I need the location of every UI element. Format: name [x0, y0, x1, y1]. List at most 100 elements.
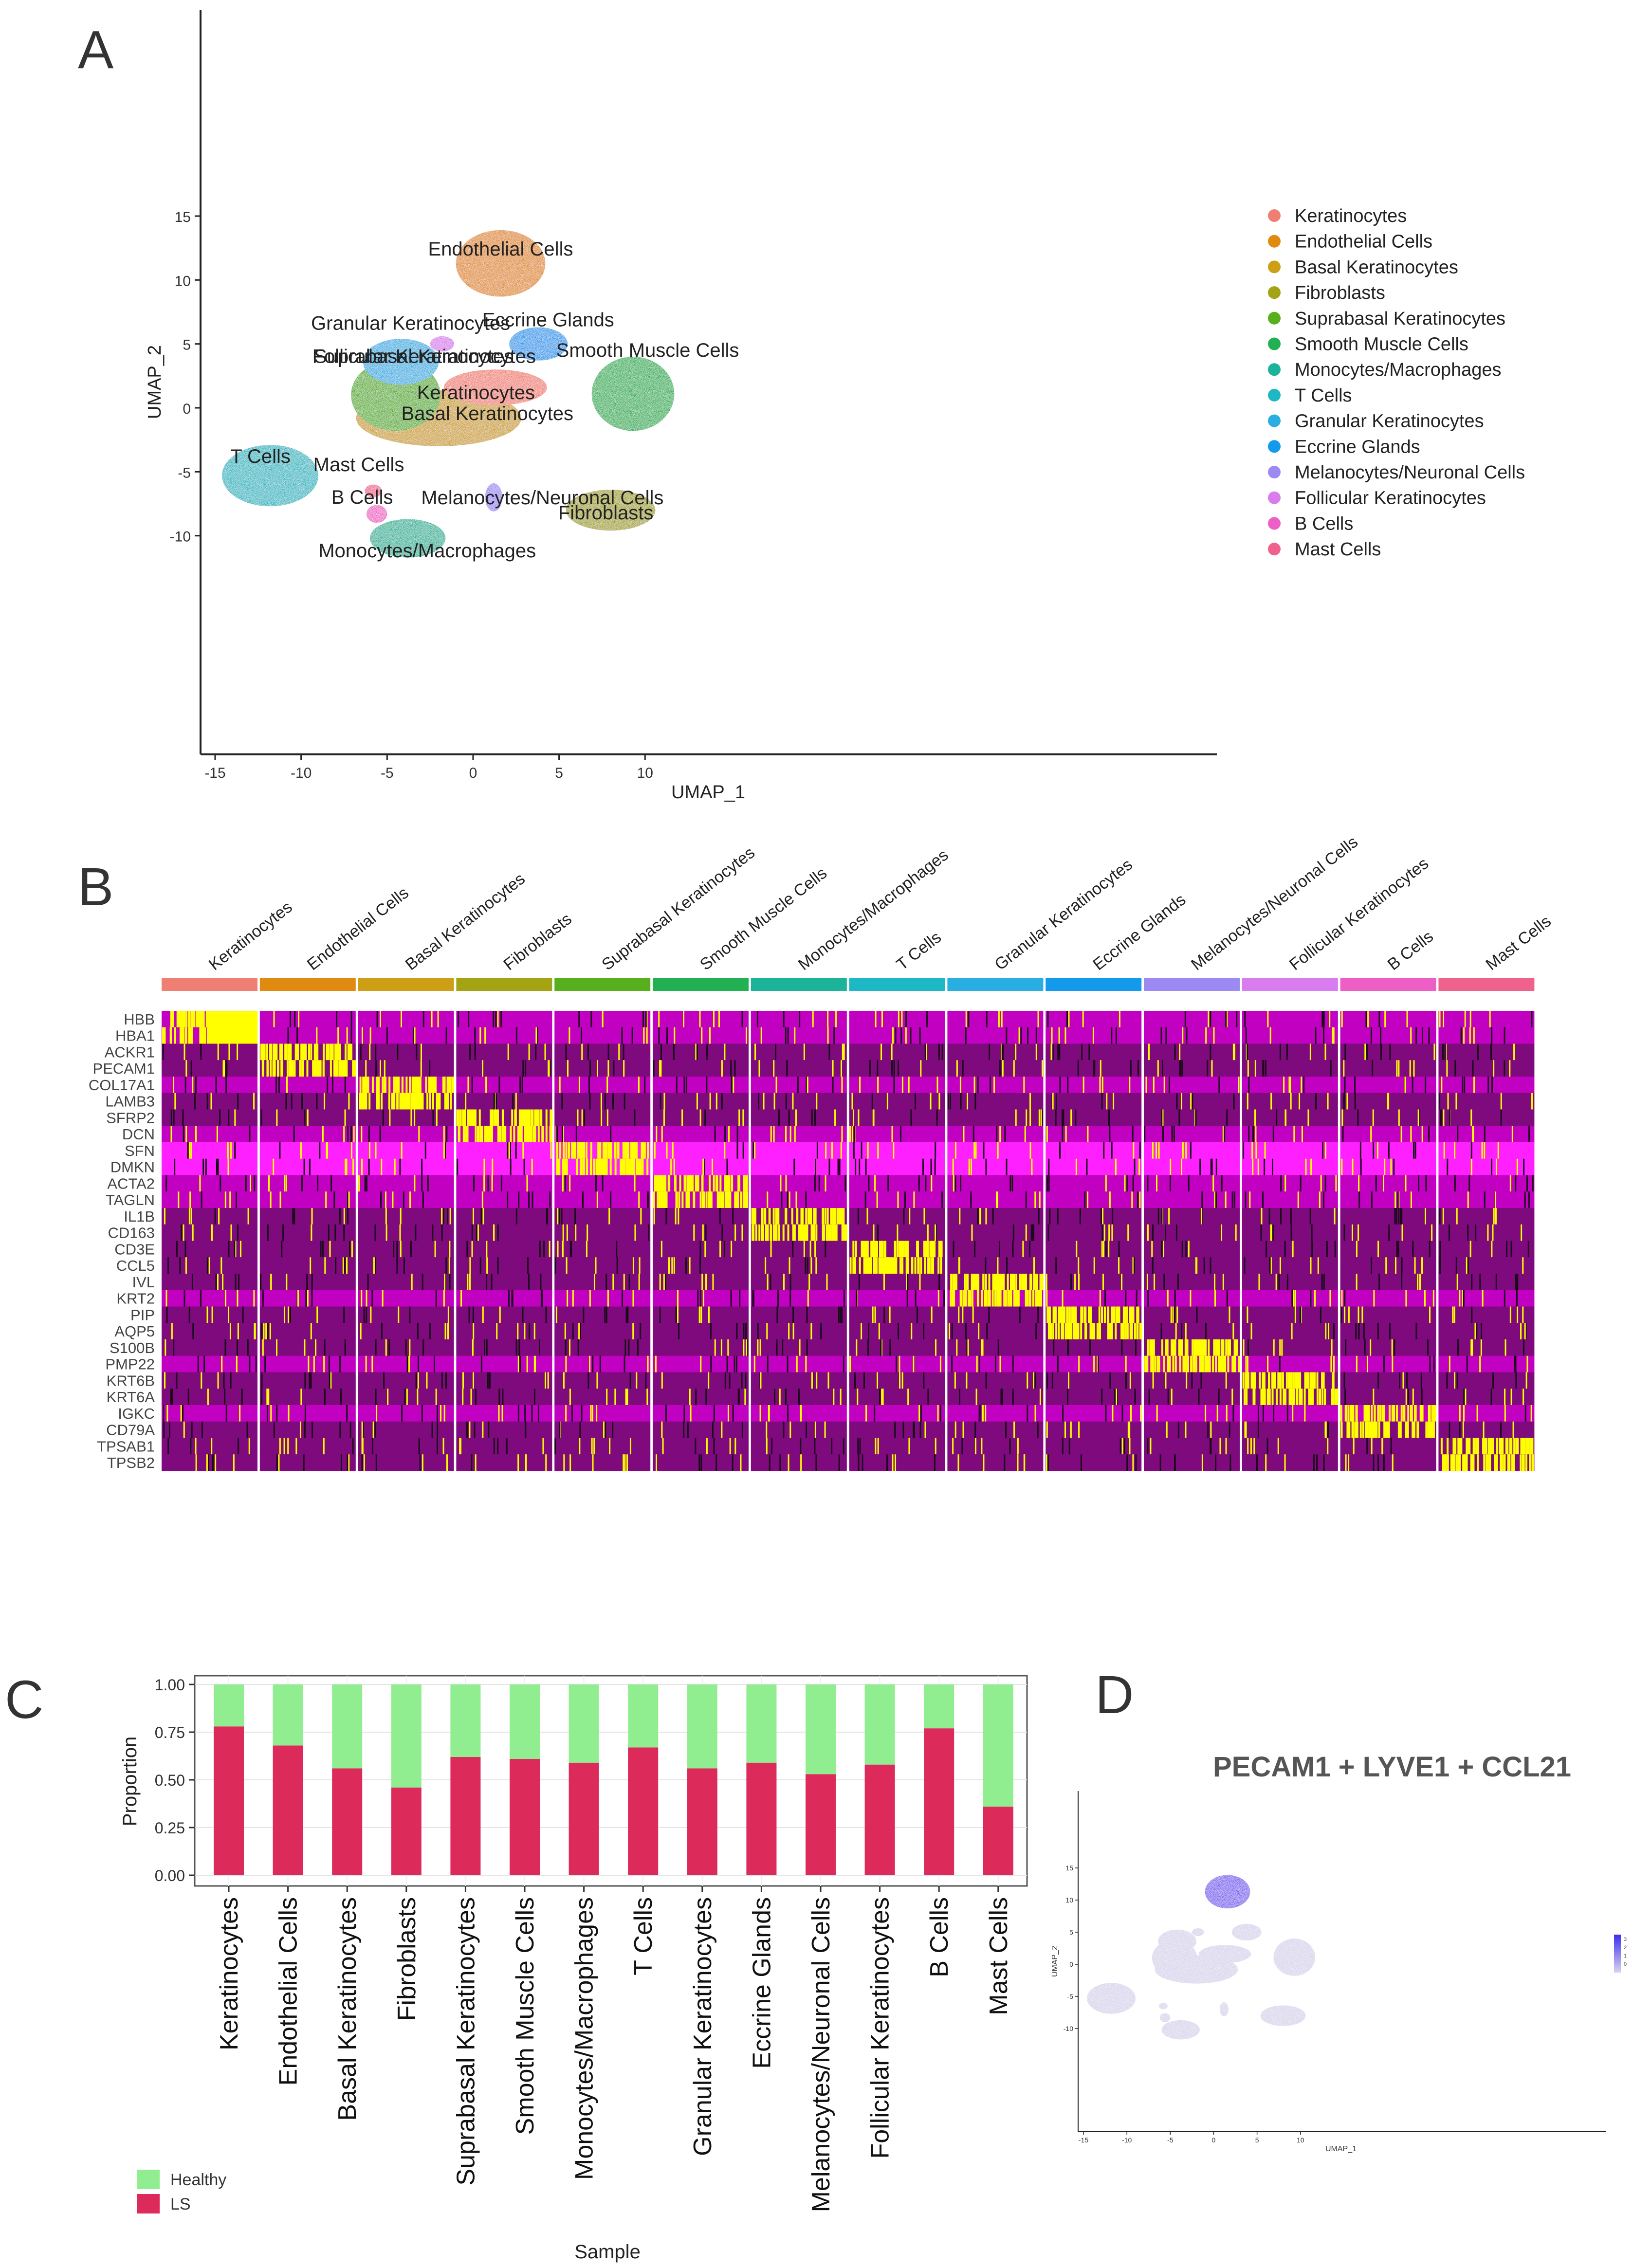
heatmap-cell-streak [444, 1274, 446, 1290]
heatmap-cell-streak [301, 1093, 303, 1110]
heatmap-cell-streak [708, 1372, 710, 1389]
heatmap-cell-streak [1047, 1454, 1049, 1471]
heatmap-cell-streak [1431, 1224, 1433, 1241]
heatmap-cell-streak [1491, 1077, 1493, 1093]
heatmap-cell-streak [873, 1241, 876, 1258]
heatmap-cell-streak [1315, 1027, 1317, 1044]
heatmap-cell-streak [1530, 1405, 1532, 1422]
heatmap-cell-streak [863, 1257, 865, 1274]
heatmap-cell-streak [985, 1274, 987, 1290]
heatmap-cell-streak [1033, 1224, 1035, 1241]
heatmap-cell-streak [1375, 1175, 1377, 1192]
heatmap-cell-streak [583, 1158, 585, 1175]
heatmap-cell-streak [757, 1339, 759, 1356]
d-colorbar-tick-label: 1 [1624, 1953, 1627, 1959]
heatmap-cell-streak [721, 1224, 723, 1241]
heatmap-cell-streak [1358, 1323, 1360, 1339]
heatmap-cell-streak [638, 1077, 640, 1093]
heatmap-cell-streak [1517, 1438, 1519, 1455]
heatmap-cell-streak [1194, 1339, 1196, 1356]
heatmap-cell-streak [1002, 1389, 1004, 1405]
heatmap-cell-streak [842, 1224, 844, 1241]
heatmap-cell-streak [555, 1306, 557, 1323]
heatmap-cell-streak [1450, 1454, 1452, 1471]
heatmap-cell [1144, 1077, 1240, 1094]
heatmap-cell-streak [1255, 1142, 1257, 1159]
heatmap-cell-streak [1225, 1438, 1227, 1455]
heatmap-cell-streak [340, 1389, 342, 1405]
heatmap-cell-streak [999, 1355, 1001, 1372]
a-x-tick-label: -15 [204, 765, 225, 781]
heatmap-cell-streak [387, 1389, 389, 1405]
heatmap-cell-streak [901, 1257, 904, 1274]
heatmap-cell-streak [710, 1355, 712, 1372]
heatmap-cell-streak [388, 1077, 391, 1093]
heatmap-cell-streak [1520, 1438, 1523, 1455]
heatmap-cell-streak [546, 1208, 548, 1225]
heatmap-cell [947, 1323, 1044, 1340]
heatmap-cell-streak [763, 1093, 765, 1110]
heatmap-cell-streak [1390, 1158, 1392, 1175]
heatmap-cell [751, 1290, 847, 1307]
heatmap-cell-streak [1174, 1290, 1176, 1307]
heatmap-cell-streak [693, 1191, 696, 1208]
heatmap-cell-streak [1520, 1454, 1522, 1471]
heatmap-cell-streak [1298, 1372, 1300, 1389]
heatmap-cell-streak [366, 1306, 367, 1323]
heatmap-cell-streak [228, 1043, 230, 1061]
heatmap-cell-streak [713, 1011, 715, 1027]
heatmap-cell [554, 1077, 651, 1094]
heatmap-cell-streak [1009, 1175, 1011, 1192]
heatmap-gene-label-krt2: KRT2 [116, 1290, 155, 1307]
heatmap-cell-streak [1061, 1323, 1063, 1339]
heatmap-cell-streak [178, 1191, 180, 1208]
heatmap-cell-streak [1144, 1126, 1146, 1142]
heatmap-cell-streak [1464, 1011, 1466, 1027]
heatmap-cell-streak [877, 1060, 879, 1077]
heatmap-cell-streak [1474, 1323, 1476, 1339]
heatmap-cell-streak [830, 1208, 832, 1225]
heatmap-cell-streak [174, 1158, 176, 1175]
heatmap-cell-streak [1109, 1372, 1111, 1389]
heatmap-cell-streak [352, 1438, 354, 1455]
heatmap-cell-streak [540, 1109, 542, 1126]
heatmap-cell [1242, 1224, 1338, 1241]
heatmap-cell-streak [1470, 1454, 1473, 1471]
heatmap-cell-streak [435, 1389, 437, 1405]
legend-label-mast-cells: Mast Cells [1295, 539, 1381, 560]
heatmap-cell-streak [1139, 1142, 1141, 1159]
heatmap-cell-streak [1415, 1323, 1417, 1339]
panel-letter-a: A [78, 20, 114, 80]
heatmap-cell-streak [741, 1421, 743, 1438]
heatmap-cell-streak [545, 1372, 547, 1389]
heatmap-cell-streak [1309, 1372, 1312, 1389]
heatmap-cell-streak [1070, 1421, 1072, 1438]
heatmap-cell-streak [1324, 1175, 1326, 1192]
heatmap-cell-streak [746, 1175, 748, 1192]
heatmap-cell-streak [1320, 1306, 1321, 1323]
heatmap-cell-streak [822, 1224, 824, 1241]
heatmap-cell-streak [372, 1421, 374, 1438]
heatmap-cell-streak [599, 1355, 601, 1372]
heatmap-cell-streak [859, 1438, 861, 1455]
heatmap-cell-streak [1509, 1438, 1511, 1455]
heatmap-cell-streak [986, 1323, 988, 1339]
legend-dot-mast-cells [1268, 543, 1281, 556]
heatmap-cell-streak [1107, 1306, 1109, 1323]
heatmap-cell-streak [408, 1355, 410, 1372]
heatmap-cell-streak [1402, 1372, 1404, 1389]
heatmap-cell-streak [925, 1175, 927, 1192]
heatmap-cell-streak [1226, 1405, 1228, 1422]
heatmap-cell-streak [855, 1241, 857, 1258]
heatmap-cell-streak [808, 1208, 811, 1225]
heatmap-cell-streak [996, 1290, 999, 1307]
heatmap-cell-streak [1387, 1093, 1389, 1110]
heatmap-cell [751, 1306, 847, 1323]
heatmap-cell-streak [381, 1323, 383, 1339]
heatmap-cell-streak [544, 1043, 546, 1061]
heatmap-cell-streak [839, 1158, 841, 1175]
heatmap-cell-streak [634, 1224, 636, 1241]
heatmap-cell-streak [417, 1077, 420, 1093]
heatmap-cell-streak [1121, 1274, 1123, 1290]
heatmap-cell-streak [581, 1043, 583, 1061]
